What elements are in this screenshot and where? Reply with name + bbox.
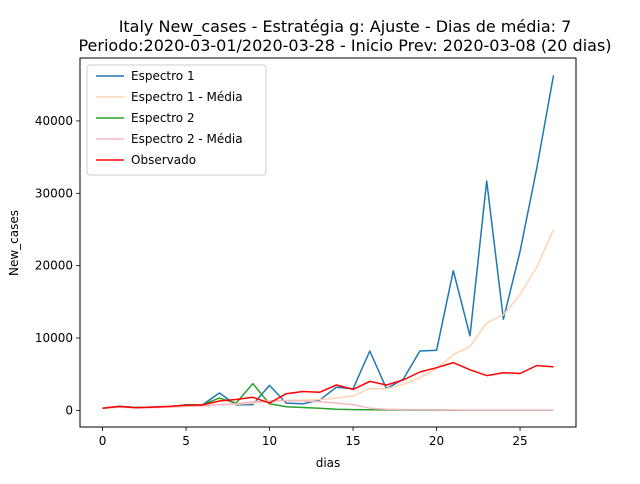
chart-title-line-1: Italy New_cases - Estratégia g: Ajuste -… xyxy=(119,17,572,37)
series-line-4 xyxy=(102,399,554,411)
y-tick-label: 30000 xyxy=(35,186,73,200)
legend-label-1: Espectro 1 xyxy=(131,69,195,83)
x-tick-label: 15 xyxy=(345,434,360,448)
x-tick-label: 25 xyxy=(512,434,527,448)
tick-layer: 0 5 10 15 20 25 0 10000 20000 30000 40000 xyxy=(35,114,528,448)
legend-label-5: Observado xyxy=(131,153,196,167)
series-layer xyxy=(102,75,555,411)
legend-label-4: Espectro 2 - Média xyxy=(131,132,243,146)
y-tick-label: 10000 xyxy=(35,331,73,345)
x-tick-label: 20 xyxy=(429,434,444,448)
chart-title-line-2: Periodo:2020-03-01/2020-03-28 - Inicio P… xyxy=(78,36,611,55)
legend-label-2: Espectro 1 - Média xyxy=(131,90,243,104)
legend-label-3: Espectro 2 xyxy=(131,111,195,125)
y-tick-label: 40000 xyxy=(35,114,73,128)
legend: Espectro 1 Espectro 1 - Média Espectro 2 Es… xyxy=(86,64,267,176)
y-tick-label: 20000 xyxy=(35,259,73,273)
x-tick-label: 0 xyxy=(99,434,107,448)
x-tick-label: 5 xyxy=(182,434,190,448)
y-axis-label: New_cases xyxy=(7,210,21,276)
legend-box xyxy=(86,64,267,176)
plot-frame xyxy=(79,57,577,428)
series-line-5 xyxy=(102,361,554,409)
x-tick-label: 10 xyxy=(262,434,277,448)
y-tick-label: 0 xyxy=(65,403,73,417)
x-axis-label: dias xyxy=(316,456,341,470)
